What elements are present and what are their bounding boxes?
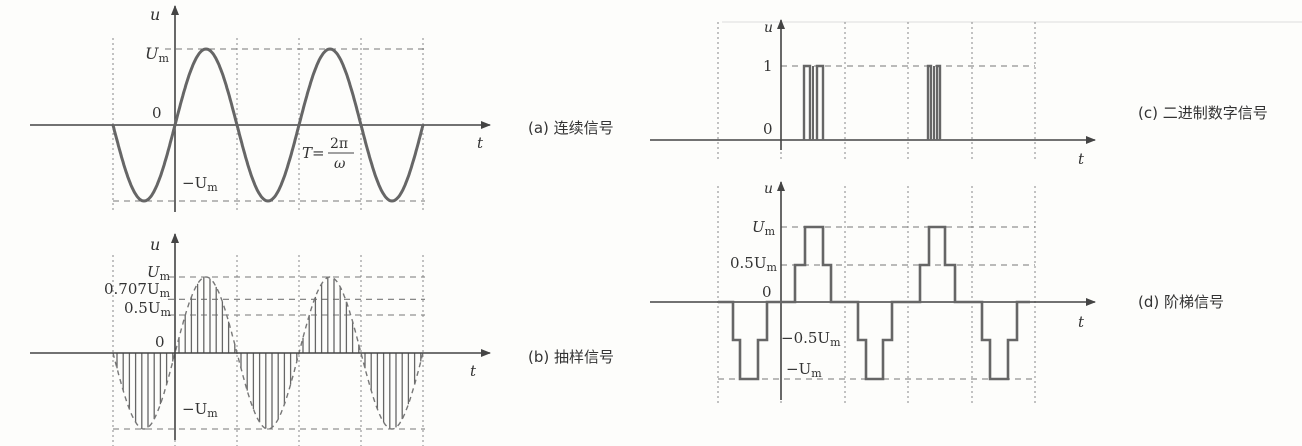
svg-text:ω: ω [334, 156, 346, 172]
panel-b-sample-lines [116, 277, 422, 429]
panel-a-continuous: u t Um 0 −Um T= 2π ω (a) 连续信号 [30, 5, 614, 212]
panel-b-um-label: Um [147, 263, 171, 283]
panel-a-u-label: u [150, 5, 160, 24]
svg-text:2π: 2π [330, 136, 348, 152]
panel-d-zero-label: 0 [762, 283, 772, 301]
panel-d-t-label: t [1078, 313, 1085, 331]
panel-c-binary: u t 1 0 (c) 二进制数字信号 [650, 19, 1302, 168]
panel-c-pulse [802, 64, 812, 140]
panel-b-caption: (b) 抽样信号 [528, 348, 614, 366]
panel-a-caption: (a) 连续信号 [528, 119, 614, 137]
panel-b-t-label: t [470, 362, 477, 380]
panel-c-one-label: 1 [763, 57, 773, 75]
panel-b-dashed-envelope [112, 276, 424, 430]
panel-d-staircase-wave [718, 225, 1030, 381]
panel-b-u-label: u [150, 235, 160, 254]
panel-b-0707-label: 0.707Um [104, 280, 171, 300]
panel-a-um-label: Um [145, 44, 169, 65]
panel-d-u-label: u [764, 181, 773, 197]
panel-b-05-label: 0.5Um [124, 299, 172, 319]
panel-a-neg-um-label: −Um [182, 174, 218, 194]
panel-c-pulse [926, 64, 933, 140]
panel-d-neg05-label: −0.5Um [781, 329, 841, 349]
panel-a-sine-wave [111, 47, 425, 203]
panel-c-caption: (c) 二进制数字信号 [1138, 104, 1268, 122]
svg-text:T=: T= [302, 144, 325, 162]
panel-d-staircase: u t Um 0.5Um 0 −0.5Um −Um (d) 阶梯信号 [650, 181, 1224, 406]
panel-b-sampled: u t Um 0.707Um 0.5Um 0 −Um (b) 抽样信号 [30, 233, 614, 446]
panel-d-um-label: Um [752, 218, 776, 238]
panel-b-zero-label: 0 [155, 333, 165, 351]
panel-c-pulses [802, 64, 942, 140]
panel-c-t-label: t [1078, 150, 1085, 168]
panel-d-caption: (d) 阶梯信号 [1138, 293, 1224, 311]
panel-c-pulse [815, 64, 825, 140]
panel-c-zero-label: 0 [763, 120, 773, 138]
panel-b-neg-um-label: −Um [182, 400, 218, 420]
panel-c-pulse [935, 64, 942, 140]
panel-a-period-formula: T= 2π ω [302, 136, 354, 172]
panel-d-neg-um-label: −Um [786, 360, 822, 380]
panel-d-05-label: 0.5Um [730, 254, 778, 274]
panel-c-u-label: u [764, 20, 773, 36]
panel-a-t-label: t [477, 134, 484, 152]
panel-a-zero-label: 0 [152, 104, 162, 122]
